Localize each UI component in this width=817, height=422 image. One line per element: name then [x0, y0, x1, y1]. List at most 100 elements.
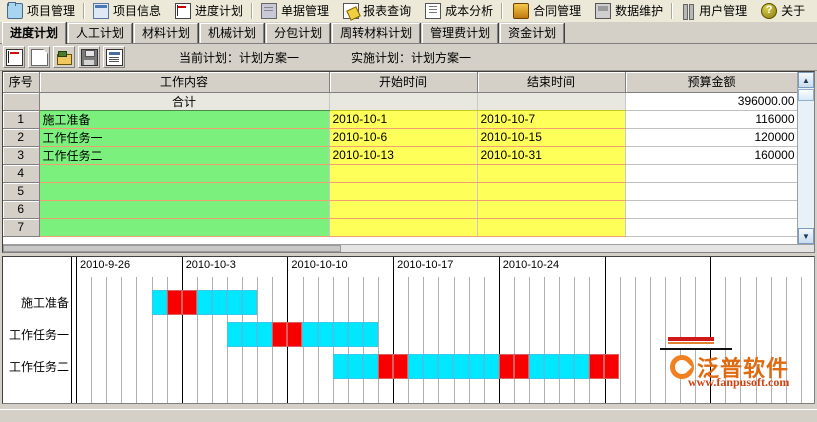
table-row[interactable]: 2 工作任务一 2010-10-6 2010-10-15 120000: [3, 128, 798, 147]
row-amount[interactable]: [625, 182, 798, 201]
row-work-content[interactable]: 施工准备: [39, 110, 330, 129]
gantt-cell-critical[interactable]: [181, 290, 197, 315]
table-row[interactable]: 3 工作任务二 2010-10-13 2010-10-31 160000: [3, 146, 798, 165]
gantt-cell-progress[interactable]: [242, 322, 258, 347]
gantt-cell-critical[interactable]: [498, 354, 514, 379]
row-start-date[interactable]: [329, 182, 478, 201]
table-row[interactable]: 7: [3, 218, 798, 237]
tab-7[interactable]: 管理费计划: [422, 23, 499, 43]
table-row[interactable]: 6: [3, 200, 798, 219]
row-amount[interactable]: [625, 218, 798, 237]
tab-8[interactable]: 资金计划: [500, 23, 565, 43]
grid-horizontal-scrollbar[interactable]: [3, 244, 814, 252]
gantt-cell-critical[interactable]: [272, 322, 288, 347]
row-start-date[interactable]: [329, 164, 478, 183]
gantt-cell-critical[interactable]: [604, 354, 620, 379]
column-header-4[interactable]: 结束时间: [477, 72, 626, 93]
gantt-cell-progress[interactable]: [332, 322, 348, 347]
column-header-5[interactable]: 预算金额: [625, 72, 798, 93]
gantt-cell-progress[interactable]: [347, 322, 363, 347]
open-button[interactable]: [53, 46, 75, 68]
gantt-bar[interactable]: [332, 354, 620, 379]
gantt-cell-critical[interactable]: [513, 354, 529, 379]
menu-item-4[interactable]: 单据管理: [254, 1, 336, 21]
tab-6[interactable]: 周转材料计划: [332, 23, 421, 43]
menu-item-7[interactable]: 合同管理: [504, 1, 588, 21]
menu-item-8[interactable]: 数据维护: [588, 1, 670, 21]
hscrollbar-thumb[interactable]: [3, 245, 341, 252]
new-button[interactable]: [28, 46, 50, 68]
tab-4[interactable]: 机械计划: [200, 23, 265, 43]
row-end-date[interactable]: [477, 182, 626, 201]
row-start-date[interactable]: 2010-10-6: [329, 128, 478, 147]
gantt-view-button[interactable]: [3, 46, 25, 68]
gantt-cell-progress[interactable]: [468, 354, 484, 379]
gantt-cell-progress[interactable]: [211, 290, 227, 315]
menu-item-3[interactable]: 进度计划: [168, 1, 250, 21]
menu-item-6[interactable]: 成本分析: [418, 1, 500, 21]
row-end-date[interactable]: 2010-10-31: [477, 146, 626, 165]
row-start-date[interactable]: 2010-10-13: [329, 146, 478, 165]
row-end-date[interactable]: 2010-10-7: [477, 110, 626, 129]
row-end-date[interactable]: [477, 164, 626, 183]
gantt-cell-progress[interactable]: [559, 354, 575, 379]
row-start-date[interactable]: [329, 218, 478, 237]
gantt-cell-critical[interactable]: [589, 354, 605, 379]
row-start-date[interactable]: 2010-10-1: [329, 110, 478, 129]
gantt-cell-progress[interactable]: [347, 354, 363, 379]
gantt-cell-progress[interactable]: [362, 322, 378, 347]
tab-5[interactable]: 分包计划: [266, 23, 331, 43]
gantt-cell-progress[interactable]: [317, 322, 333, 347]
gantt-bar[interactable]: [151, 290, 258, 315]
gantt-cell-progress[interactable]: [226, 290, 243, 315]
row-work-content[interactable]: 工作任务二: [39, 146, 330, 165]
grid-vertical-scrollbar[interactable]: ▲ ▼: [797, 72, 814, 244]
gantt-cell-critical[interactable]: [287, 322, 303, 347]
list-button[interactable]: [103, 46, 125, 68]
menu-item-1[interactable]: 项目管理: [0, 1, 82, 21]
table-row[interactable]: 5: [3, 182, 798, 201]
scroll-up-arrow-icon[interactable]: ▲: [798, 72, 814, 88]
row-amount[interactable]: 160000: [625, 146, 798, 165]
gantt-cell-progress[interactable]: [483, 354, 499, 379]
row-work-content[interactable]: 工作任务一: [39, 128, 330, 147]
row-amount[interactable]: 120000: [625, 128, 798, 147]
menu-item-10[interactable]: 关于: [754, 1, 812, 21]
gantt-cell-progress[interactable]: [302, 322, 318, 347]
gantt-cell-progress[interactable]: [408, 354, 424, 379]
tab-1[interactable]: 进度计划: [2, 22, 67, 44]
row-start-date[interactable]: [329, 200, 478, 219]
gantt-cell-progress[interactable]: [574, 354, 590, 379]
gantt-cell-progress[interactable]: [362, 354, 378, 379]
gantt-cell-progress[interactable]: [151, 290, 167, 315]
column-header-1[interactable]: 序号: [3, 72, 40, 93]
table-row[interactable]: 4: [3, 164, 798, 183]
row-amount[interactable]: 116000: [625, 110, 798, 129]
tab-3[interactable]: 材料计划: [134, 23, 199, 43]
gantt-cell-critical[interactable]: [166, 290, 182, 315]
row-end-date[interactable]: 2010-10-15: [477, 128, 626, 147]
row-end-date[interactable]: [477, 218, 626, 237]
gantt-cell-progress[interactable]: [257, 322, 273, 347]
row-amount[interactable]: [625, 164, 798, 183]
menu-item-9[interactable]: 用户管理: [674, 1, 754, 21]
gantt-cell-progress[interactable]: [332, 354, 348, 379]
scrollbar-thumb[interactable]: [798, 89, 814, 101]
row-work-content[interactable]: [39, 182, 330, 201]
gantt-cell-progress[interactable]: [453, 354, 469, 379]
gantt-cell-progress[interactable]: [544, 354, 560, 379]
gantt-bar[interactable]: [227, 322, 378, 347]
column-header-2[interactable]: 工作内容: [39, 72, 330, 93]
gantt-cell-progress[interactable]: [242, 290, 258, 315]
gantt-timeline[interactable]: 2010-9-26 2010-10-3 2010-10-10 2010-10-17 20…: [72, 257, 814, 403]
column-header-3[interactable]: 开始时间: [329, 72, 478, 93]
table-row[interactable]: 1 施工准备 2010-10-1 2010-10-7 116000: [3, 110, 798, 129]
gantt-cell-progress[interactable]: [528, 354, 544, 379]
gantt-cell-progress[interactable]: [196, 290, 212, 315]
save-button[interactable]: [78, 46, 100, 68]
menu-item-5[interactable]: 报表查询: [336, 1, 418, 21]
row-work-content[interactable]: [39, 164, 330, 183]
gantt-cell-critical[interactable]: [393, 354, 409, 379]
menu-item-2[interactable]: 项目信息: [86, 1, 168, 21]
row-work-content[interactable]: [39, 218, 330, 237]
